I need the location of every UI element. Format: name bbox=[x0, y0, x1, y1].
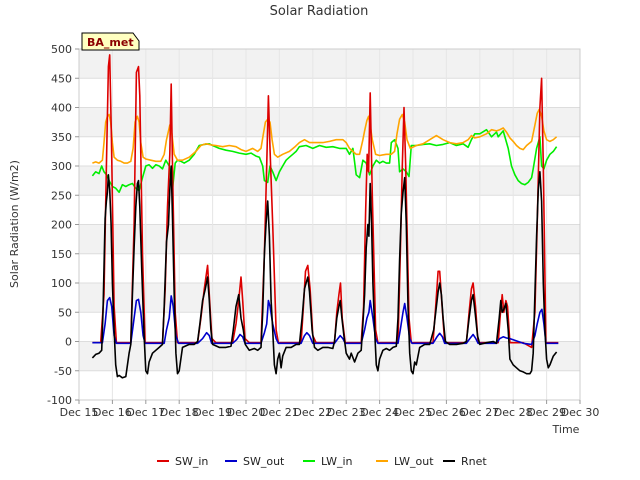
x-tick-label: Dec 16 bbox=[93, 406, 132, 419]
station-badge-label: BA_met bbox=[87, 36, 134, 49]
y-tick-label: 250 bbox=[51, 189, 72, 202]
x-tick-label: Dec 17 bbox=[126, 406, 165, 419]
legend-label-rnet: Rnet bbox=[461, 455, 487, 468]
chart-title: Solar Radiation bbox=[270, 4, 369, 19]
x-tick-label: Dec 26 bbox=[427, 406, 466, 419]
y-axis-ticks: -100 -50 0 50 100 150 200 250 300 350 400 450 500 bbox=[47, 43, 79, 407]
station-badge-box bbox=[81, 32, 140, 51]
series-line-lw-in bbox=[91, 128, 558, 194]
x-tick-label: Dec 20 bbox=[227, 406, 266, 419]
series-layer bbox=[91, 54, 559, 379]
legend-label-lw-in: LW_in bbox=[321, 455, 353, 468]
plot-band bbox=[79, 166, 580, 196]
y-tick-label: 100 bbox=[51, 277, 72, 290]
y-tick-label: 400 bbox=[51, 102, 72, 115]
x-tick-label: Dec 22 bbox=[293, 406, 332, 419]
legend: SW_in SW_out LW_in LW_out Rnet bbox=[157, 455, 487, 468]
x-tick-label: Dec 29 bbox=[527, 406, 566, 419]
y-axis-title: Solar Radiation (W/m2) bbox=[8, 160, 21, 288]
plot-background bbox=[79, 49, 580, 371]
y-tick-label: -100 bbox=[47, 394, 72, 407]
y-tick-label: -50 bbox=[54, 365, 72, 378]
x-tick-label: Dec 18 bbox=[160, 406, 199, 419]
legend-label-sw-out: SW_out bbox=[243, 455, 285, 468]
station-badge: BA_met bbox=[81, 32, 140, 51]
y-tick-label: 500 bbox=[51, 43, 72, 56]
y-tick-label: 50 bbox=[58, 306, 72, 319]
plot-band bbox=[79, 341, 580, 371]
y-tick-label: 0 bbox=[65, 336, 72, 349]
x-tick-label: Dec 28 bbox=[494, 406, 533, 419]
x-tick-label: Dec 15 bbox=[60, 406, 99, 419]
x-axis-title: Time bbox=[552, 423, 580, 436]
x-tick-label: Dec 23 bbox=[327, 406, 366, 419]
x-tick-label: Dec 21 bbox=[260, 406, 299, 419]
x-tick-label: Dec 25 bbox=[394, 406, 433, 419]
plot-band bbox=[79, 107, 580, 137]
plot-band bbox=[79, 49, 580, 79]
y-tick-label: 450 bbox=[51, 72, 72, 85]
plot-band bbox=[79, 283, 580, 313]
y-tick-label: 150 bbox=[51, 248, 72, 261]
y-tick-label: 350 bbox=[51, 131, 72, 144]
legend-label-lw-out: LW_out bbox=[394, 455, 434, 468]
x-tick-label: Dec 30 bbox=[561, 406, 600, 419]
plot-band bbox=[79, 224, 580, 254]
y-tick-label: 200 bbox=[51, 219, 72, 232]
x-tick-label: Dec 27 bbox=[460, 406, 499, 419]
series-line-rnet bbox=[91, 165, 558, 379]
x-tick-label: Dec 19 bbox=[193, 406, 232, 419]
y-tick-label: 300 bbox=[51, 160, 72, 173]
legend-label-sw-in: SW_in bbox=[175, 455, 208, 468]
x-tick-label: Dec 24 bbox=[360, 406, 399, 419]
